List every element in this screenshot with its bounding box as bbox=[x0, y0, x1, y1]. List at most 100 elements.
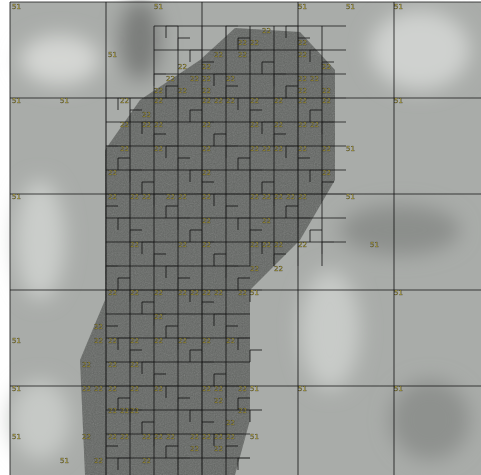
cell-label: 51 bbox=[346, 3, 355, 11]
cell-label: 22 bbox=[310, 121, 319, 129]
cell-label: 22 bbox=[226, 419, 235, 427]
cell-label: 22 bbox=[130, 361, 139, 369]
cell-label: 22 bbox=[298, 97, 307, 105]
cell-label: 22 bbox=[202, 433, 211, 441]
cell-label: 22 bbox=[214, 445, 223, 453]
cell-label: 22 bbox=[298, 241, 307, 249]
cell-label: 22 bbox=[310, 75, 319, 83]
cell-label: 22 bbox=[202, 241, 211, 249]
cell-label: 22 bbox=[130, 407, 139, 415]
cell-label: 22 bbox=[108, 169, 117, 177]
cell-label: 22 bbox=[202, 87, 211, 95]
cell-label: 22 bbox=[202, 97, 211, 105]
cell-label: 22 bbox=[154, 337, 163, 345]
cell-label: 22 bbox=[298, 121, 307, 129]
cell-label: 22 bbox=[298, 145, 307, 153]
cell-label: 51 bbox=[346, 145, 355, 153]
cell-label: 51 bbox=[346, 193, 355, 201]
cell-label: 22 bbox=[108, 193, 117, 201]
cell-label: 51 bbox=[12, 97, 21, 105]
cell-label: 22 bbox=[262, 217, 271, 225]
cell-label: 22 bbox=[108, 407, 117, 415]
cell-label: 22 bbox=[298, 51, 307, 59]
cell-label: 22 bbox=[202, 289, 211, 297]
cell-label: 22 bbox=[130, 337, 139, 345]
cell-label: 51 bbox=[12, 385, 21, 393]
cell-label: 22 bbox=[94, 457, 103, 465]
cell-label: 22 bbox=[274, 265, 283, 273]
cell-label: 22 bbox=[120, 407, 129, 415]
cell-label: 22 bbox=[190, 433, 199, 441]
cell-label: 51 bbox=[394, 289, 403, 297]
cell-label: 22 bbox=[154, 433, 163, 441]
cell-label: 22 bbox=[142, 121, 151, 129]
cell-label: 22 bbox=[286, 193, 295, 201]
cell-label: 22 bbox=[130, 241, 139, 249]
cell-label: 22 bbox=[202, 63, 211, 71]
cell-label: 22 bbox=[202, 385, 211, 393]
cell-label: 22 bbox=[226, 97, 235, 105]
cell-label: 51 bbox=[298, 3, 307, 11]
cell-label: 22 bbox=[238, 39, 247, 47]
cell-label: 22 bbox=[226, 337, 235, 345]
cell-label: 51 bbox=[394, 97, 403, 105]
cell-label: 22 bbox=[298, 75, 307, 83]
cell-label: 22 bbox=[322, 169, 331, 177]
segmentation-view: 5151515151515151515151515151515151515151… bbox=[0, 0, 481, 475]
cell-label: 22 bbox=[274, 241, 283, 249]
cell-label: 22 bbox=[154, 87, 163, 95]
cell-label: 51 bbox=[108, 51, 117, 59]
cell-label: 22 bbox=[322, 97, 331, 105]
cell-label: 22 bbox=[154, 385, 163, 393]
cell-label: 22 bbox=[238, 289, 247, 297]
cell-label: 22 bbox=[120, 433, 129, 441]
cell-label: 22 bbox=[166, 75, 175, 83]
cell-label: 22 bbox=[166, 433, 175, 441]
cell-label: 51 bbox=[250, 289, 259, 297]
cell-label: 22 bbox=[202, 121, 211, 129]
cell-label: 22 bbox=[202, 193, 211, 201]
cell-label: 22 bbox=[214, 289, 223, 297]
cell-label: 22 bbox=[108, 289, 117, 297]
cell-label: 22 bbox=[190, 445, 199, 453]
cell-label: 22 bbox=[214, 51, 223, 59]
cell-label: 22 bbox=[202, 145, 211, 153]
cell-label: 22 bbox=[108, 361, 117, 369]
cell-label: 22 bbox=[142, 111, 151, 119]
cell-label: 51 bbox=[250, 385, 259, 393]
cell-label: 22 bbox=[274, 145, 283, 153]
cell-label: 22 bbox=[178, 193, 187, 201]
cell-label: 22 bbox=[298, 39, 307, 47]
cell-label: 22 bbox=[322, 63, 331, 71]
cell-label: 22 bbox=[214, 397, 223, 405]
cell-label: 22 bbox=[94, 323, 103, 331]
cell-label: 22 bbox=[226, 75, 235, 83]
cell-label: 22 bbox=[178, 87, 187, 95]
cell-label: 22 bbox=[154, 313, 163, 321]
cell-label: 51 bbox=[154, 3, 163, 11]
cell-label: 22 bbox=[322, 145, 331, 153]
cell-label: 22 bbox=[250, 145, 259, 153]
cell-label: 22 bbox=[202, 337, 211, 345]
cell-label: 22 bbox=[154, 121, 163, 129]
cell-label: 22 bbox=[82, 385, 91, 393]
cell-label: 22 bbox=[142, 433, 151, 441]
cell-label: 22 bbox=[274, 97, 283, 105]
cell-label: 22 bbox=[166, 193, 175, 201]
cell-label: 22 bbox=[190, 75, 199, 83]
cell-label: 51 bbox=[370, 241, 379, 249]
cell-label: 22 bbox=[178, 63, 187, 71]
cell-label: 22 bbox=[154, 289, 163, 297]
cell-label: 22 bbox=[130, 193, 139, 201]
cell-label: 22 bbox=[262, 145, 271, 153]
cell-label: 22 bbox=[142, 193, 151, 201]
cell-label: 22 bbox=[190, 289, 199, 297]
cell-label: 22 bbox=[250, 265, 259, 273]
cell-label: 22 bbox=[250, 121, 259, 129]
cell-label: 22 bbox=[298, 193, 307, 201]
cell-label: 22 bbox=[250, 39, 259, 47]
cell-label: 22 bbox=[120, 121, 129, 129]
cell-label: 51 bbox=[250, 433, 259, 441]
cell-label: 51 bbox=[12, 433, 21, 441]
cell-label: 22 bbox=[214, 385, 223, 393]
